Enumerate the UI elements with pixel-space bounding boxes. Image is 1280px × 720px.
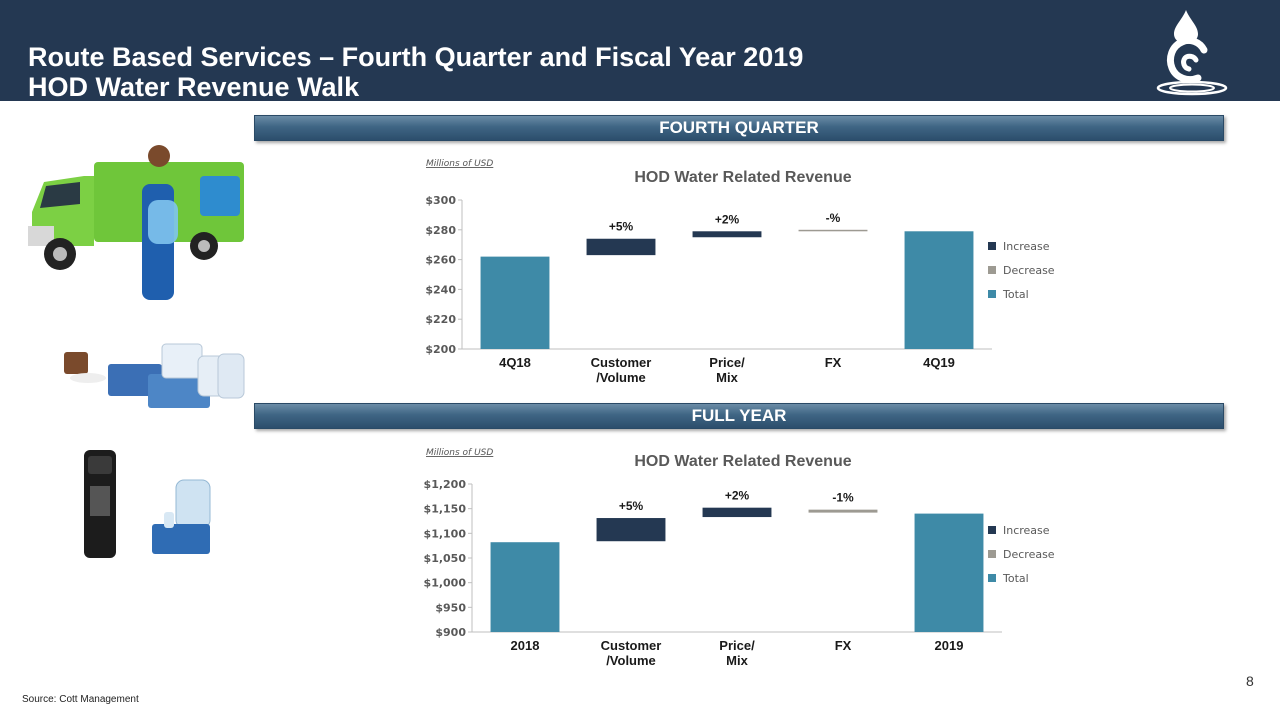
chart-title: HOD Water Related Revenue [634,169,851,186]
data-label: +2% [725,489,750,503]
bar-decrease [808,509,878,513]
legend-label-increase: Increase [1003,240,1050,253]
data-label: -% [826,211,841,225]
bar-increase [586,238,656,256]
legend-swatch-increase [988,526,996,534]
legend-label-increase: Increase [1003,524,1050,537]
bar-decrease [798,229,868,232]
category-label: 2019 [935,638,964,653]
legend-label-decrease: Decrease [1003,264,1055,277]
page-title: Route Based Services – Fourth Quarter an… [28,42,803,102]
legend-swatch-total [988,574,996,582]
delivery-truck-photo [28,145,244,300]
legend-swatch-decrease [988,550,996,558]
bar-increase [702,507,772,518]
legend-label-decrease: Decrease [1003,548,1055,561]
y-tick-label: $950 [435,601,466,614]
water-drop-c-logo-icon [1156,10,1228,96]
title-line-1: Route Based Services – Fourth Quarter an… [28,42,804,72]
y-tick-label: $900 [435,626,466,639]
full-year-banner: FULL YEAR [254,403,1224,429]
y-tick-label: $220 [425,313,456,326]
source-note: Source: Cott Management [22,694,139,705]
legend-label-total: Total [1002,572,1029,585]
units-note: Millions of USD [426,159,493,169]
data-label: +5% [609,220,634,234]
category-label: Price/Mix [719,638,755,668]
y-tick-label: $1,050 [424,552,467,565]
legend-swatch-decrease [988,266,996,274]
y-tick-label: $260 [425,254,456,267]
truck-grille [28,226,54,246]
quarter-waterfall-chart: Millions of USD HOD Water Related Revenue… [425,159,1054,385]
category-label: 2018 [511,638,540,653]
y-tick-label: $1,100 [424,527,467,540]
water-bottles-photo [152,479,211,554]
units-note: Millions of USD [426,448,493,458]
bar-total [480,256,550,349]
y-tick-label: $1,200 [424,478,467,491]
y-tick-label: $1,000 [424,577,467,590]
bar-total [904,231,974,349]
water-dispenser-photo [84,450,116,558]
fourth-quarter-banner: FOURTH QUARTER [254,115,1224,141]
legend-swatch-increase [988,242,996,250]
y-tick-label: $200 [425,343,456,356]
legend-swatch-total [988,290,996,298]
full-year-waterfall-chart: Millions of USD HOD Water Related Revenue… [424,448,1055,668]
y-tick-label: $240 [425,283,456,296]
water-jug [148,200,178,244]
y-tick-label: $280 [425,224,456,237]
category-label: Customer/Volume [601,638,662,668]
category-label: Price/Mix [709,355,745,385]
water-case-2 [148,374,210,408]
data-label: +2% [715,212,740,226]
water-bottle-pack [152,524,210,554]
category-label: FX [835,638,852,653]
y-tick-label: $300 [425,194,456,207]
bar-increase [692,231,762,238]
truck-windshield [40,182,80,208]
bar-total [490,542,560,632]
chart-title: HOD Water Related Revenue [634,453,851,470]
header-bar [0,0,1280,101]
data-label: +5% [619,499,644,513]
coffee-cup [64,352,88,374]
bar-total [914,513,984,632]
data-label: -1% [832,491,854,505]
title-line-2: HOD Water Revenue Walk [28,72,360,102]
category-label: Customer/Volume [591,355,652,385]
page-number: 8 [1246,673,1254,689]
truck-logo-panel [200,176,240,216]
category-label: 4Q18 [499,355,531,370]
category-label: FX [825,355,842,370]
bar-increase [596,518,666,542]
category-label: 4Q19 [923,355,955,370]
y-tick-label: $1,150 [424,503,467,516]
coffee-and-water-products-photo [64,343,245,408]
legend-label-total: Total [1002,288,1029,301]
